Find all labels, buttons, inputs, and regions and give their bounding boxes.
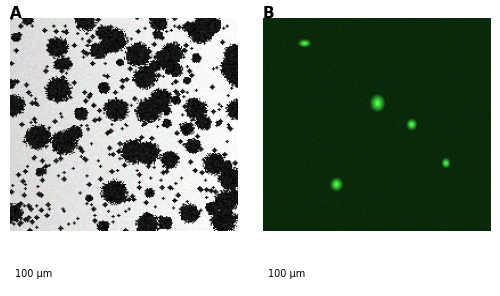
Text: 100 μm: 100 μm	[15, 269, 52, 279]
Text: B: B	[262, 6, 274, 21]
Text: 100 μm: 100 μm	[268, 269, 305, 279]
Text: A: A	[10, 6, 22, 21]
